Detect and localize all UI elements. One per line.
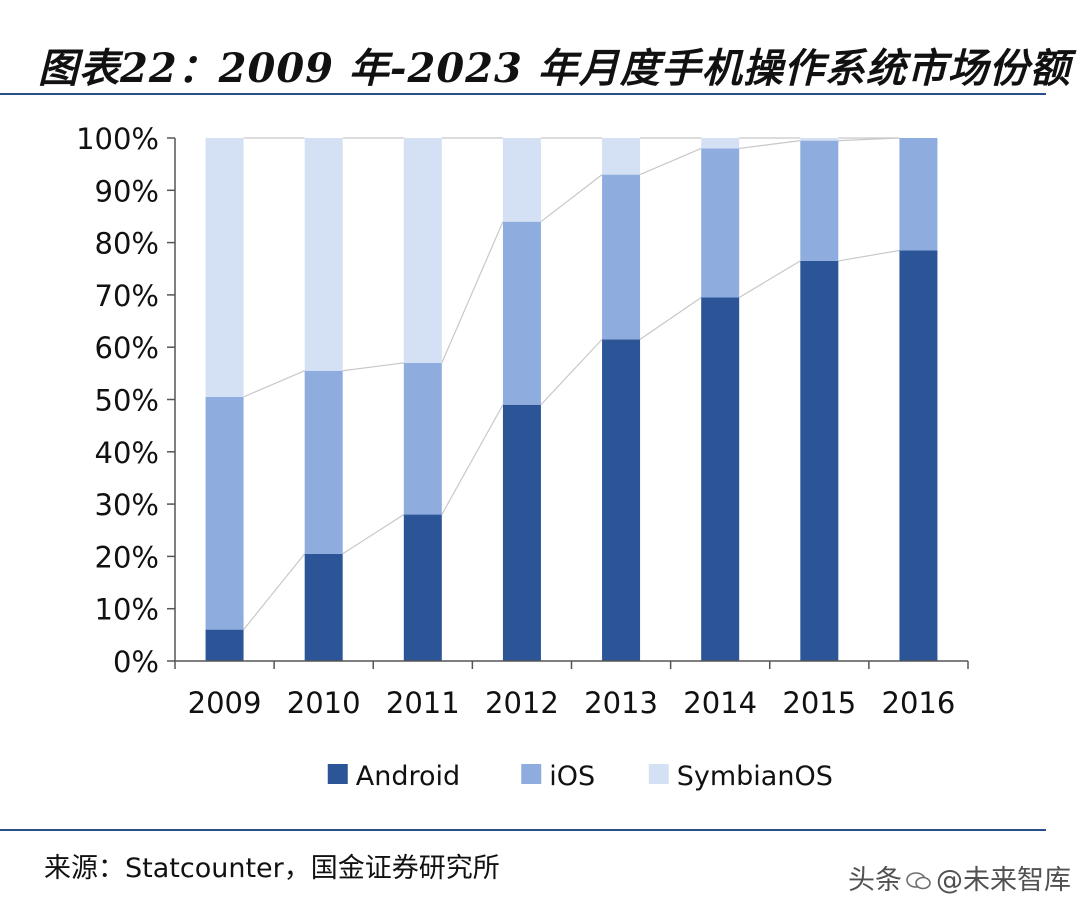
legend: Android iOS SymbianOS — [327, 761, 833, 792]
x-tick-label: 2010 — [287, 686, 361, 720]
legend-label-ios: iOS — [549, 761, 595, 792]
figure-title: 图表22：2009 年-2023 年月度手机操作系统市场份额 — [38, 45, 1071, 92]
y-tick-label: 90% — [95, 174, 159, 208]
legend-swatch-symbianos — [648, 764, 669, 784]
connector-android-2012 — [540, 338, 603, 406]
connector-android-2011 — [441, 404, 504, 515]
watermark-prefix: 头条 — [848, 865, 902, 896]
legend-swatch-android — [327, 764, 348, 784]
y-tick-label: 60% — [95, 331, 159, 365]
x-tick-label: 2009 — [188, 686, 262, 720]
connector-lines — [243, 137, 900, 630]
bar-symbianos-2013 — [602, 138, 641, 175]
bar-ios-2009 — [205, 396, 244, 630]
title-divider — [0, 93, 1046, 95]
bar-android-2010 — [304, 553, 343, 661]
wechat-icon — [906, 872, 931, 890]
x-tick-label: 2014 — [683, 686, 757, 720]
y-tick-label: 100% — [76, 122, 159, 156]
y-tick-label: 20% — [95, 540, 159, 574]
bar-symbianos-2015 — [800, 138, 839, 141]
bar-symbianos-2010 — [304, 138, 343, 371]
bar-symbianos-2011 — [403, 138, 442, 363]
bar-android-2014 — [701, 297, 740, 661]
bar-android-2016 — [899, 250, 938, 661]
stacked-bar-chart: 0% 10% 20% 30% 40% 50% 60% 70% 80% 90% 100% 2009 201… — [76, 122, 969, 792]
bar-ios-2015 — [800, 140, 839, 261]
connector-android-2013 — [639, 297, 702, 340]
bar-ios-2011 — [403, 362, 442, 515]
x-tick-label: 2011 — [386, 686, 460, 720]
connector-ios-2011 — [441, 221, 504, 364]
x-tick-label: 2016 — [882, 686, 956, 720]
connector-ios-2014 — [739, 140, 801, 150]
source-note: 来源：Statcounter，国金证券研究所 — [44, 853, 500, 884]
connector-ios-2012 — [540, 174, 603, 223]
bar-symbianos-2012 — [502, 138, 541, 222]
connector-android-2014 — [738, 260, 801, 299]
x-tick-label: 2015 — [782, 686, 856, 720]
y-tick-label: 0% — [113, 645, 159, 679]
x-tick-label: 2013 — [584, 686, 658, 720]
legend-label-android: Android — [356, 761, 460, 792]
bar-ios-2010 — [304, 370, 343, 554]
connector-android-2009 — [243, 553, 306, 630]
connector-android-2010 — [342, 514, 405, 555]
watermark-handle: @未来智库 — [936, 865, 1071, 896]
watermark: 头条 @未来智库 — [848, 858, 1071, 897]
footer-divider — [0, 829, 1046, 831]
y-tick-label: 30% — [95, 488, 159, 522]
bar-android-2009 — [205, 629, 244, 661]
y-tick-label: 50% — [95, 384, 159, 418]
axes: 0% 10% 20% 30% 40% 50% 60% 70% 80% 90% 100% 2009 201… — [76, 122, 969, 720]
y-tick-label: 40% — [95, 436, 159, 470]
connector-ios-2009 — [243, 370, 305, 398]
connector-android-2015 — [838, 249, 900, 262]
bar-android-2011 — [403, 514, 442, 661]
bar-android-2012 — [502, 404, 541, 661]
connector-ios-2010 — [342, 362, 404, 372]
bar-symbianos-2014 — [701, 138, 740, 149]
y-tick-label: 80% — [95, 227, 159, 261]
bar-android-2015 — [800, 260, 839, 661]
bar-group — [205, 138, 938, 661]
legend-label-symbianos: SymbianOS — [677, 761, 833, 792]
bar-ios-2012 — [502, 221, 541, 405]
y-tick-label: 70% — [95, 279, 159, 313]
bar-ios-2013 — [602, 174, 641, 340]
bar-symbianos-2009 — [205, 138, 244, 397]
bar-ios-2014 — [701, 148, 740, 298]
bar-android-2013 — [602, 339, 641, 661]
legend-swatch-ios — [521, 764, 542, 784]
bar-ios-2016 — [899, 138, 938, 251]
x-tick-label: 2012 — [485, 686, 559, 720]
y-tick-label: 10% — [95, 593, 159, 627]
connector-ios-2013 — [639, 147, 702, 176]
